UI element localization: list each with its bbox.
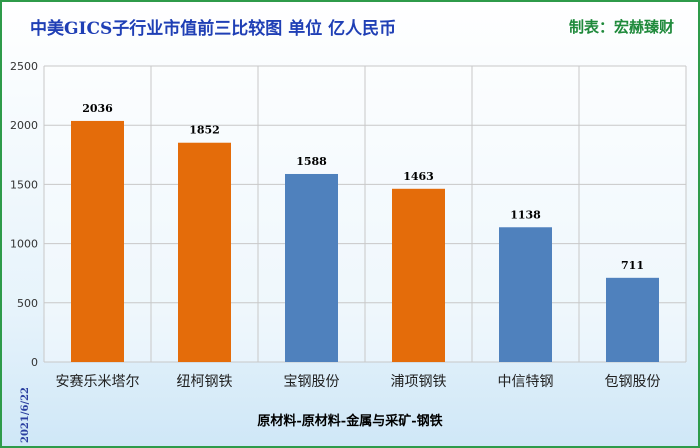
bar-value-label: 1852 [189, 124, 220, 137]
y-tick-label: 2000 [10, 119, 38, 132]
bar-value-label: 2036 [82, 102, 113, 115]
bar [285, 173, 338, 362]
x-tick-label: 中信特钢 [498, 374, 554, 390]
bar-value-label: 1588 [296, 155, 327, 168]
y-axis: 0 500 1000 1500 2000 2500 [10, 60, 38, 369]
x-tick-label: 安赛乐米塔尔 [56, 374, 140, 390]
x-tick-label: 纽柯钢铁 [177, 374, 233, 390]
chart-maker: 制表：宏赫臻财 [568, 18, 674, 36]
chart-title: 中美GICS子行业市值前三比较图 单位 亿人民币 [30, 19, 397, 39]
bar-value-label: 1463 [403, 170, 434, 183]
bar-value-label: 711 [621, 259, 644, 272]
x-tick-label: 宝钢股份 [284, 374, 340, 390]
x-tick-label: 浦项钢铁 [391, 374, 447, 390]
bars [71, 120, 659, 363]
industry-label: 原材料-原材料-金属与采矿-钢铁 [257, 414, 443, 429]
y-tick-label: 1000 [10, 238, 38, 251]
bar [71, 120, 124, 363]
bar [178, 142, 231, 362]
bar [499, 227, 552, 362]
y-tick-label: 500 [17, 297, 38, 310]
y-tick-label: 1500 [10, 178, 38, 191]
y-tick-label: 2500 [10, 60, 38, 73]
y-tick-label: 0 [31, 356, 38, 369]
bar [606, 277, 659, 362]
data-labels: 2036 1852 1588 1463 1138 711 [82, 102, 644, 272]
bar-value-label: 1138 [510, 208, 541, 221]
x-axis-categories: 安赛乐米塔尔 纽柯钢铁 宝钢股份 浦项钢铁 中信特钢 包钢股份 [56, 374, 661, 390]
grid-lines [43, 65, 687, 363]
x-tick-label: 包钢股份 [605, 374, 661, 390]
bar [392, 188, 445, 362]
